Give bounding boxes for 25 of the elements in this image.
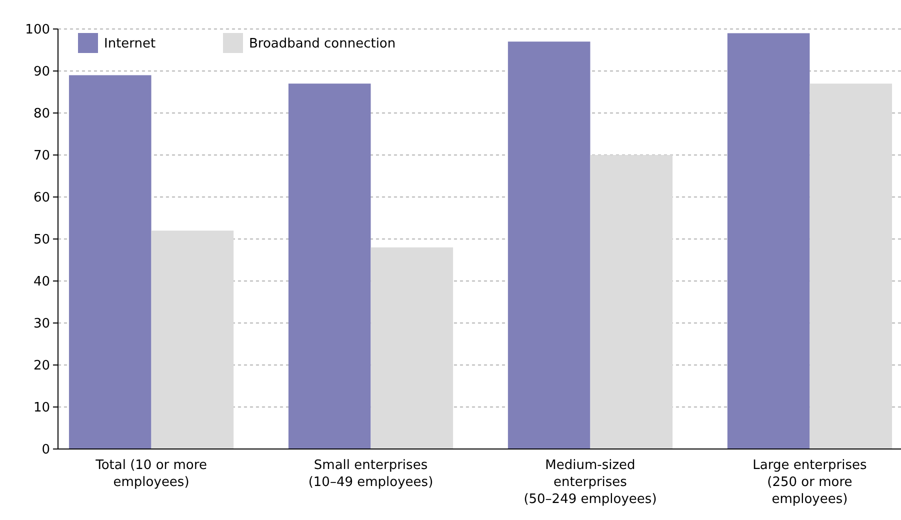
y-tick-label: 50	[33, 232, 50, 248]
y-tick-label: 30	[33, 316, 50, 332]
bar	[288, 84, 371, 449]
bar	[590, 155, 673, 449]
legend-label: Broadband connection	[249, 36, 396, 52]
y-tick-label: 80	[33, 106, 50, 122]
bar	[151, 230, 234, 449]
bar	[68, 75, 152, 449]
bar	[508, 42, 590, 449]
legend-label: Internet	[104, 36, 156, 52]
bar	[370, 247, 454, 449]
x-tick-label: Total (10 or more employees)	[94, 458, 207, 490]
bar	[810, 84, 892, 449]
y-tick-label: 70	[33, 148, 50, 164]
y-tick-label: 100	[25, 22, 50, 38]
bar	[727, 33, 810, 449]
y-tick-label: 40	[33, 274, 50, 290]
y-tick-label: 90	[33, 64, 50, 80]
y-tick-label: 10	[33, 400, 50, 416]
y-tick-label: 20	[33, 358, 50, 374]
x-tick-label: Small enterprises (10–49 employees)	[308, 458, 434, 490]
x-tick-label: Large enterprises (250 or more employees)	[752, 458, 868, 507]
y-tick-label: 0	[42, 442, 50, 458]
y-tick-label: 60	[33, 190, 50, 206]
x-tick-label: Medium-sized enterprises (50–249 employees)	[524, 458, 657, 507]
